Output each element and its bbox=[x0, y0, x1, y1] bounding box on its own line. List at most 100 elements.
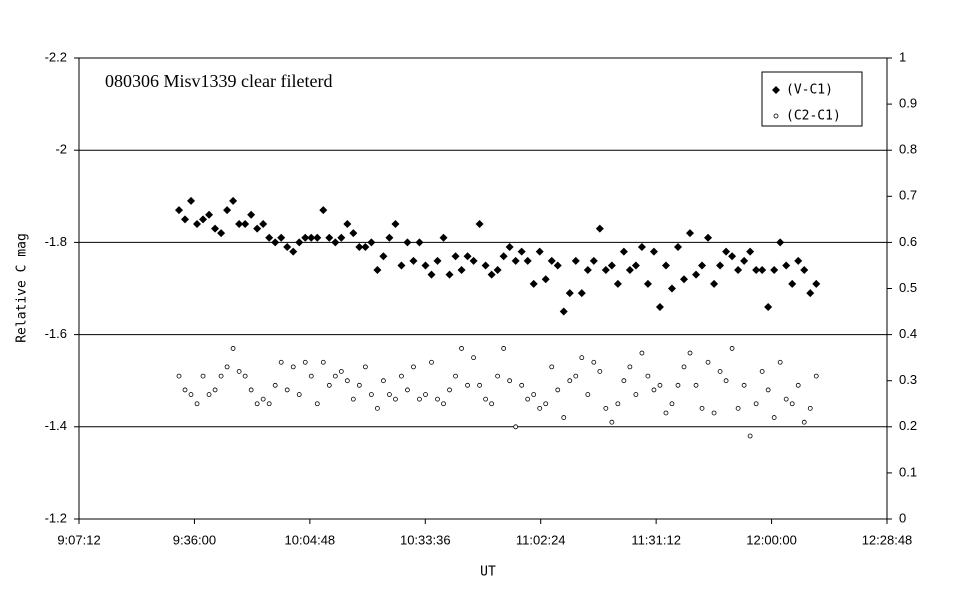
x-tick-label: 11:31:12 bbox=[631, 532, 681, 547]
data-point bbox=[284, 387, 290, 393]
data-point bbox=[259, 219, 268, 228]
data-point bbox=[403, 238, 412, 247]
data-point bbox=[423, 392, 428, 397]
data-point bbox=[361, 243, 370, 252]
data-point bbox=[447, 387, 452, 393]
data-point bbox=[541, 275, 550, 284]
data-point bbox=[613, 279, 622, 288]
data-point bbox=[326, 382, 332, 388]
data-point bbox=[705, 359, 711, 365]
data-point bbox=[531, 392, 537, 397]
y-tick-label: -2.2 bbox=[45, 49, 67, 64]
data-point bbox=[235, 219, 244, 228]
data-point bbox=[308, 373, 314, 379]
data-point bbox=[429, 359, 434, 365]
data-point bbox=[741, 382, 747, 388]
data-point bbox=[433, 256, 442, 265]
data-point bbox=[325, 233, 334, 242]
data-point bbox=[746, 247, 755, 256]
data-point bbox=[776, 238, 785, 247]
data-point bbox=[752, 266, 761, 275]
data-point bbox=[765, 387, 771, 393]
data-point bbox=[559, 307, 568, 316]
data-point bbox=[673, 243, 682, 252]
data-point bbox=[693, 382, 699, 388]
data-point bbox=[463, 252, 472, 261]
data-point bbox=[320, 359, 326, 365]
data-point bbox=[188, 392, 194, 397]
data-point bbox=[307, 233, 316, 242]
data-point bbox=[174, 206, 183, 215]
data-point bbox=[585, 392, 591, 397]
data-point bbox=[453, 373, 458, 379]
data-point bbox=[427, 270, 436, 279]
data-point bbox=[633, 392, 639, 397]
data-point bbox=[272, 382, 278, 388]
data-point bbox=[266, 401, 272, 407]
data-point bbox=[457, 266, 466, 275]
data-point bbox=[657, 382, 663, 388]
data-point bbox=[595, 224, 604, 233]
chart-title: 080306 Misv1339 clear fileterd bbox=[105, 71, 332, 91]
data-point bbox=[451, 252, 460, 261]
data-point bbox=[265, 233, 274, 242]
data-point bbox=[735, 405, 741, 411]
data-point bbox=[561, 415, 567, 420]
data-point bbox=[260, 396, 266, 402]
data-point bbox=[439, 233, 448, 242]
y2-tick-label: 0.7 bbox=[899, 188, 917, 203]
data-point bbox=[788, 279, 797, 288]
data-point bbox=[295, 238, 304, 247]
data-point bbox=[368, 392, 374, 397]
data-point bbox=[513, 424, 519, 430]
y-tick-label: -1.8 bbox=[45, 234, 67, 249]
data-point bbox=[302, 359, 308, 365]
data-point bbox=[777, 359, 783, 365]
data-point bbox=[571, 256, 580, 265]
y2-tick-label: 0.3 bbox=[899, 372, 917, 387]
data-point bbox=[194, 401, 200, 407]
data-point bbox=[181, 215, 190, 224]
y2-tick-label: 0.2 bbox=[899, 418, 917, 433]
data-point bbox=[344, 378, 350, 384]
x-tick-label: 9:36:00 bbox=[173, 532, 216, 547]
data-point bbox=[374, 405, 380, 411]
data-point bbox=[591, 359, 597, 365]
data-point bbox=[271, 238, 280, 247]
data-point bbox=[290, 364, 296, 370]
y2-tick-label: 0.4 bbox=[899, 326, 917, 341]
data-point bbox=[409, 256, 418, 265]
data-point bbox=[489, 401, 495, 407]
data-point bbox=[543, 401, 549, 407]
data-point bbox=[182, 387, 188, 393]
data-point bbox=[283, 243, 292, 252]
data-point bbox=[601, 266, 610, 275]
data-point bbox=[649, 247, 658, 256]
data-point bbox=[770, 266, 779, 275]
data-point bbox=[621, 378, 627, 384]
data-point bbox=[459, 346, 464, 351]
data-point bbox=[236, 369, 242, 374]
data-point bbox=[555, 387, 561, 393]
data-point bbox=[242, 373, 248, 379]
data-point bbox=[356, 382, 362, 388]
y-tick-label: -1.2 bbox=[45, 510, 67, 525]
legend-marker bbox=[773, 113, 779, 119]
data-point bbox=[675, 382, 681, 388]
data-point bbox=[734, 266, 743, 275]
data-point bbox=[387, 392, 392, 397]
data-point bbox=[583, 266, 592, 275]
data-point bbox=[681, 364, 687, 370]
data-point bbox=[704, 233, 713, 242]
data-point bbox=[609, 419, 615, 425]
data-point bbox=[247, 210, 256, 219]
legend-box bbox=[761, 71, 863, 127]
data-point bbox=[687, 350, 693, 356]
data-point bbox=[565, 289, 574, 298]
legend-label: (C2-C1) bbox=[786, 109, 841, 124]
data-point bbox=[391, 219, 400, 228]
data-point bbox=[199, 215, 208, 224]
data-point bbox=[338, 369, 344, 374]
data-point bbox=[469, 256, 478, 265]
